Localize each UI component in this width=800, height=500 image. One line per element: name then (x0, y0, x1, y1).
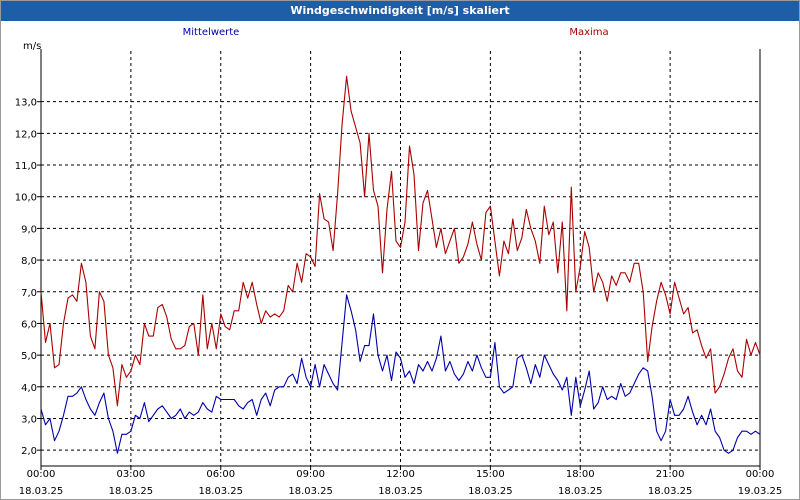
legend-mittelwerte: Mittelwerte (183, 27, 240, 38)
y-tick-label: 6,0 (21, 319, 37, 330)
series-line-maxima (40, 75, 761, 407)
y-axis-label: m/s (23, 41, 41, 52)
legend-maxima: Maxima (569, 27, 608, 38)
x-tick-time: 21:00 (656, 469, 685, 480)
x-tick-date: 19.03.25 (738, 486, 783, 497)
x-tick-time: 18:00 (566, 469, 595, 480)
y-tick-label: 13,0 (15, 98, 37, 109)
y-tick-label: 5,0 (21, 351, 37, 362)
y-tick-label: 11,0 (15, 161, 37, 172)
x-tick-date: 18.03.25 (468, 486, 513, 497)
x-tick-date: 18.03.25 (558, 486, 603, 497)
x-tick-date: 18.03.25 (288, 486, 333, 497)
y-tick-label: 9,0 (21, 224, 37, 235)
axes (37, 49, 761, 470)
x-tick-labels: 00:00 18.03.25 03:00 18.03.25 06:00 18.03.25 0… (19, 469, 783, 497)
wind-speed-chart: 2,0 3,0 4,0 5,0 6,0 7,0 8,0 9,0 10,0 11,0 12,0 13,0… (15, 27, 783, 497)
y-tick-label: 12,0 (15, 129, 37, 140)
x-tick-time: 00:00 (27, 469, 56, 480)
x-tick-date: 18.03.25 (648, 486, 693, 497)
y-tick-label: 7,0 (21, 288, 37, 299)
x-tick-date: 18.03.25 (378, 486, 423, 497)
x-tick-time: 15:00 (476, 469, 505, 480)
series-line-mittelwerte (40, 294, 761, 454)
y-tick-label: 4,0 (21, 383, 37, 394)
grid-lines (41, 51, 760, 466)
x-tick-time: 12:00 (386, 469, 415, 480)
chart-title: Windgeschwindigkeit [m/s] skaliert (1, 1, 799, 21)
x-tick-time: 09:00 (296, 469, 325, 480)
y-tick-label: 3,0 (21, 414, 37, 425)
x-tick-time: 06:00 (206, 469, 235, 480)
x-tick-date: 18.03.25 (198, 486, 243, 497)
x-tick-time: 00:00 (746, 469, 775, 480)
y-tick-label: 2,0 (21, 446, 37, 457)
series-lines (40, 75, 761, 454)
x-tick-date: 18.03.25 (109, 486, 154, 497)
y-tick-label: 10,0 (15, 193, 37, 204)
x-tick-time: 03:00 (116, 469, 145, 480)
y-tick-label: 8,0 (21, 256, 37, 267)
y-tick-labels: 2,0 3,0 4,0 5,0 6,0 7,0 8,0 9,0 10,0 11,0 12,0 13,0 (15, 98, 37, 457)
x-tick-date: 18.03.25 (19, 486, 64, 497)
